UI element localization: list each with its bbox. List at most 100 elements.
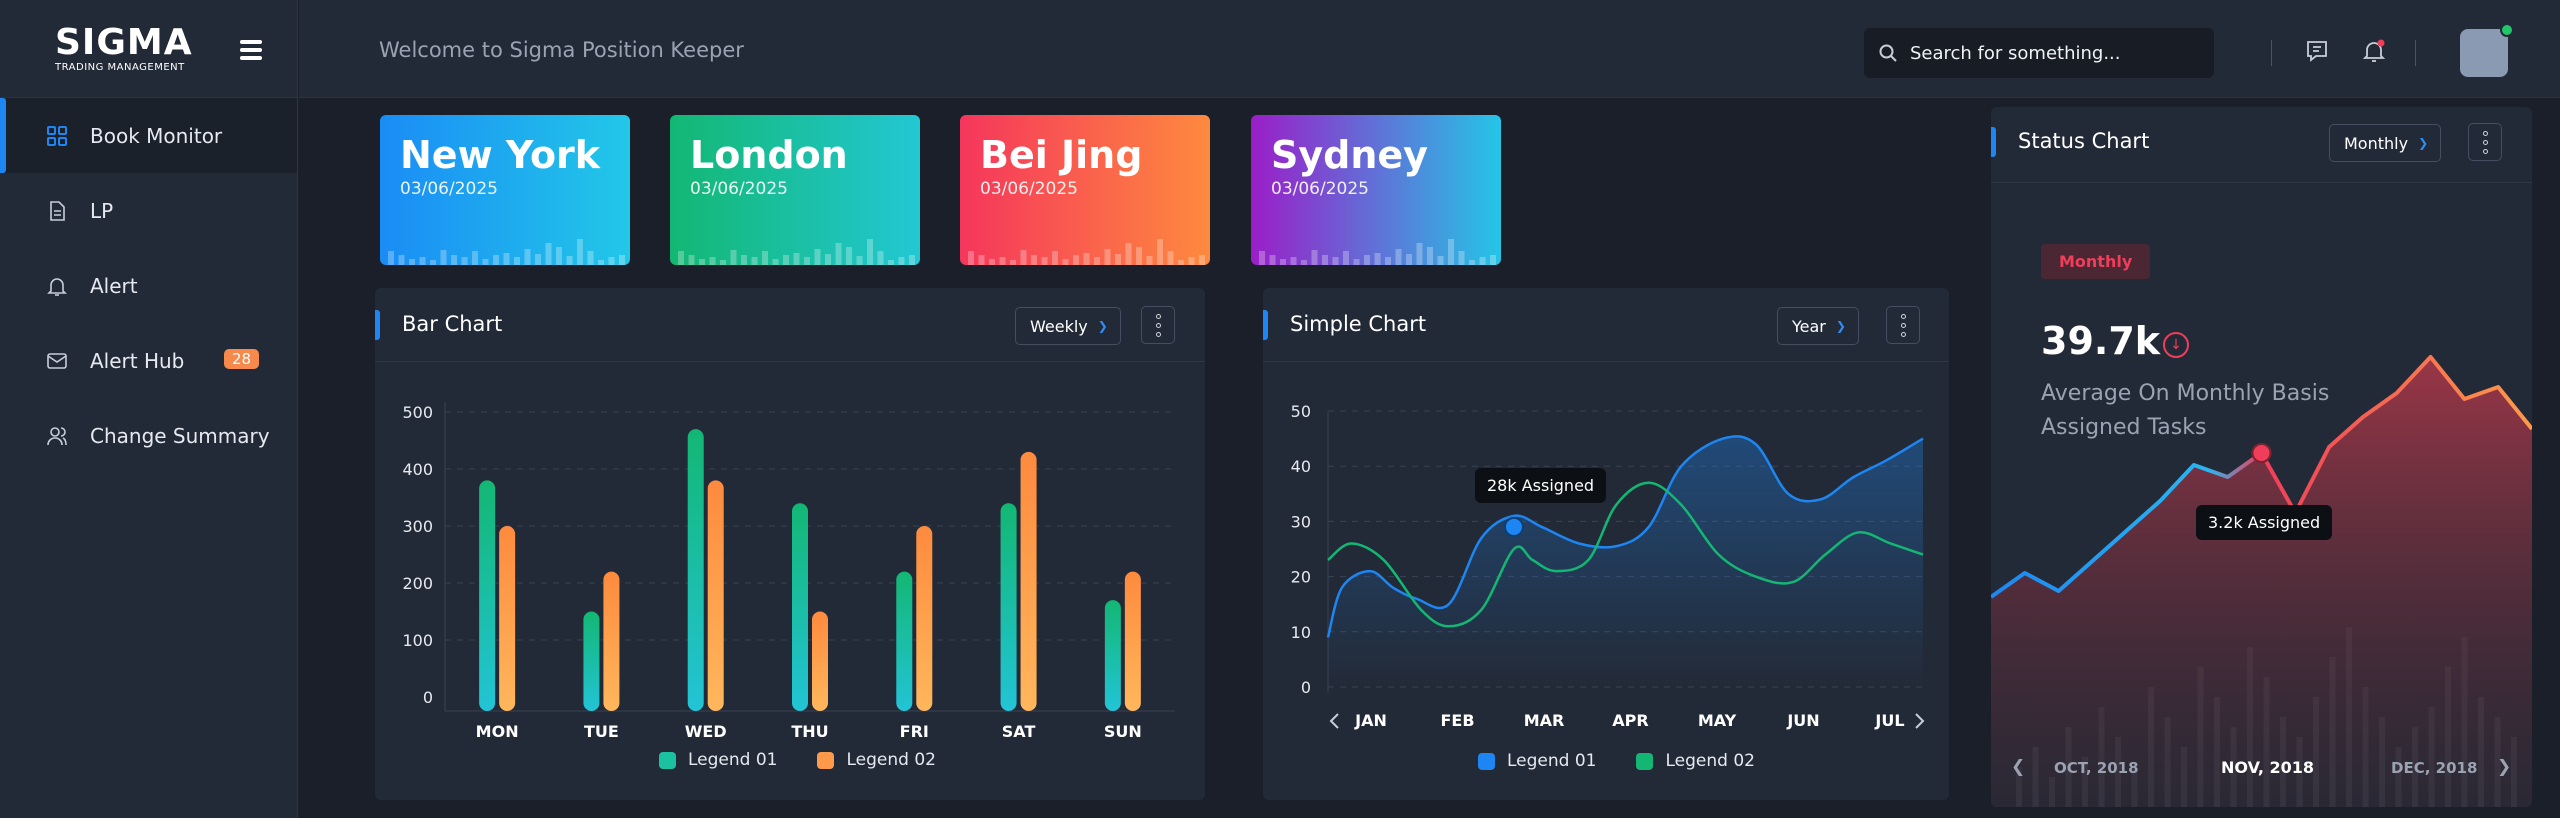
panel-accent-bar xyxy=(375,310,380,340)
period-dropdown[interactable]: Weekly ❯ xyxy=(1015,307,1121,345)
spark-bar xyxy=(419,257,426,265)
spark-bar xyxy=(1115,254,1121,265)
alert-count-badge: 28 xyxy=(224,349,260,369)
spark-bar xyxy=(978,255,985,265)
spark-bar xyxy=(1479,257,1486,265)
city-card[interactable]: New York 03/06/2025 xyxy=(380,115,630,265)
spark-bar xyxy=(451,255,457,265)
sidebar: SIGMA TRADING MANAGEMENT Book Monitor LP… xyxy=(0,0,298,818)
search-input[interactable] xyxy=(1910,42,2200,64)
document-icon xyxy=(50,200,65,221)
spark-bar xyxy=(909,255,915,265)
spark-bar xyxy=(856,256,863,265)
spark-bar xyxy=(888,260,894,265)
spark-bar xyxy=(1311,250,1318,265)
x-tick-label: JUN xyxy=(1786,711,1819,730)
bar xyxy=(812,611,828,711)
spark-bar xyxy=(762,251,768,265)
brand-subtitle: TRADING MANAGEMENT xyxy=(55,61,185,73)
status-value: 39.7k xyxy=(2041,319,2161,363)
user-avatar[interactable] xyxy=(2460,23,2514,77)
x-tick-label: FRI xyxy=(900,722,929,741)
header-divider xyxy=(2415,40,2416,66)
spark-bar xyxy=(1406,254,1412,265)
spark-bar xyxy=(493,255,499,265)
spark-bar xyxy=(1178,260,1184,265)
spark-bar xyxy=(1280,259,1286,265)
brand-logo[interactable]: SIGMA TRADING MANAGEMENT xyxy=(55,21,193,73)
spark-bar xyxy=(699,259,705,265)
menu-toggle-icon[interactable] xyxy=(240,40,262,60)
spark-bar xyxy=(898,257,905,265)
panel-title: Bar Chart xyxy=(402,312,503,336)
spark-bar xyxy=(1332,257,1339,265)
more-options-button[interactable] xyxy=(2468,123,2502,161)
spark-bar xyxy=(1437,256,1444,265)
search-icon xyxy=(1879,44,1897,62)
city-date: 03/06/2025 xyxy=(400,179,498,199)
message-icon[interactable] xyxy=(2304,38,2330,64)
spark-bar xyxy=(1167,251,1174,265)
bell-icon xyxy=(47,277,67,296)
spark-bar xyxy=(989,259,995,265)
dropdown-value: Year xyxy=(1792,316,1826,336)
sidebar-item-change-summary[interactable]: Change Summary xyxy=(0,398,297,473)
period-dropdown[interactable]: Year ❯ xyxy=(1777,307,1859,345)
bar-chart-panel: Bar Chart Weekly ❯ 0 100 200 300 400 500 MON TUE… xyxy=(375,288,1205,800)
city-card[interactable]: London 03/06/2025 xyxy=(670,115,920,265)
spark-bar xyxy=(503,253,510,265)
spark-bar xyxy=(1490,255,1496,265)
spark-bar xyxy=(1385,257,1391,265)
dropdown-value: Monthly xyxy=(2344,133,2409,153)
bar xyxy=(479,480,496,711)
city-card[interactable]: Sydney 03/06/2025 xyxy=(1251,115,1501,265)
panel-title: Status Chart xyxy=(2018,129,2150,153)
spark-bar xyxy=(388,251,394,265)
spark-bar xyxy=(825,254,831,265)
city-card[interactable]: Bei Jing 03/06/2025 xyxy=(960,115,1210,265)
period-dropdown[interactable]: Monthly ❯ xyxy=(2329,124,2442,162)
city-name: Bei Jing xyxy=(980,133,1143,177)
spark-bar xyxy=(1416,243,1423,265)
spark-bar xyxy=(835,243,842,265)
panel-accent-bar xyxy=(1991,127,1996,157)
more-options-button[interactable] xyxy=(1886,306,1920,344)
search-box[interactable] xyxy=(1864,28,2214,78)
sidebar-item-alert-hub[interactable]: Alert Hub 28 xyxy=(0,323,297,398)
sidebar-item-lp[interactable]: LP xyxy=(0,173,297,248)
notification-bell-icon[interactable] xyxy=(2361,38,2387,64)
spark-bar xyxy=(430,260,436,265)
month-label-current[interactable]: NOV, 2018 xyxy=(2221,758,2315,777)
month-label-next[interactable]: DEC, 2018 xyxy=(2391,759,2478,777)
bar xyxy=(583,611,600,711)
spark-bar xyxy=(398,255,405,265)
panel-header: Simple Chart Year ❯ xyxy=(1263,288,1949,362)
spark-bar xyxy=(1353,259,1360,265)
city-sparkbars xyxy=(968,239,1205,265)
x-tick-label: SUN xyxy=(1104,722,1142,741)
spark-bar xyxy=(461,257,468,265)
spark-bar xyxy=(678,251,684,265)
spark-bar xyxy=(867,239,873,265)
y-tick-label: 500 xyxy=(402,403,433,422)
status-area-chart xyxy=(1991,355,2532,807)
legend-item[interactable]: Legend 01 xyxy=(659,750,777,770)
brand-name: SIGMA xyxy=(55,21,193,63)
logo-area: SIGMA TRADING MANAGEMENT xyxy=(0,0,297,98)
spark-bar xyxy=(1104,249,1111,265)
more-options-button[interactable] xyxy=(1141,306,1175,344)
sidebar-item-alert[interactable]: Alert xyxy=(0,248,297,323)
month-label-prev[interactable]: OCT, 2018 xyxy=(2054,759,2139,777)
sidebar-item-book-monitor[interactable]: Book Monitor xyxy=(0,98,297,173)
legend-label: Legend 01 xyxy=(1507,751,1597,771)
legend-item[interactable]: Legend 02 xyxy=(1636,751,1755,771)
y-tick-label: 10 xyxy=(1291,623,1311,642)
spark-bar xyxy=(1125,243,1132,265)
next-month-icon[interactable]: ❯ xyxy=(2497,757,2512,777)
prev-month-icon[interactable]: ❮ xyxy=(2011,757,2026,777)
bar xyxy=(687,429,704,711)
legend-item[interactable]: Legend 02 xyxy=(817,750,936,770)
city-date: 03/06/2025 xyxy=(690,179,788,199)
legend-item[interactable]: Legend 01 xyxy=(1478,751,1596,771)
grid-icon xyxy=(47,125,67,146)
